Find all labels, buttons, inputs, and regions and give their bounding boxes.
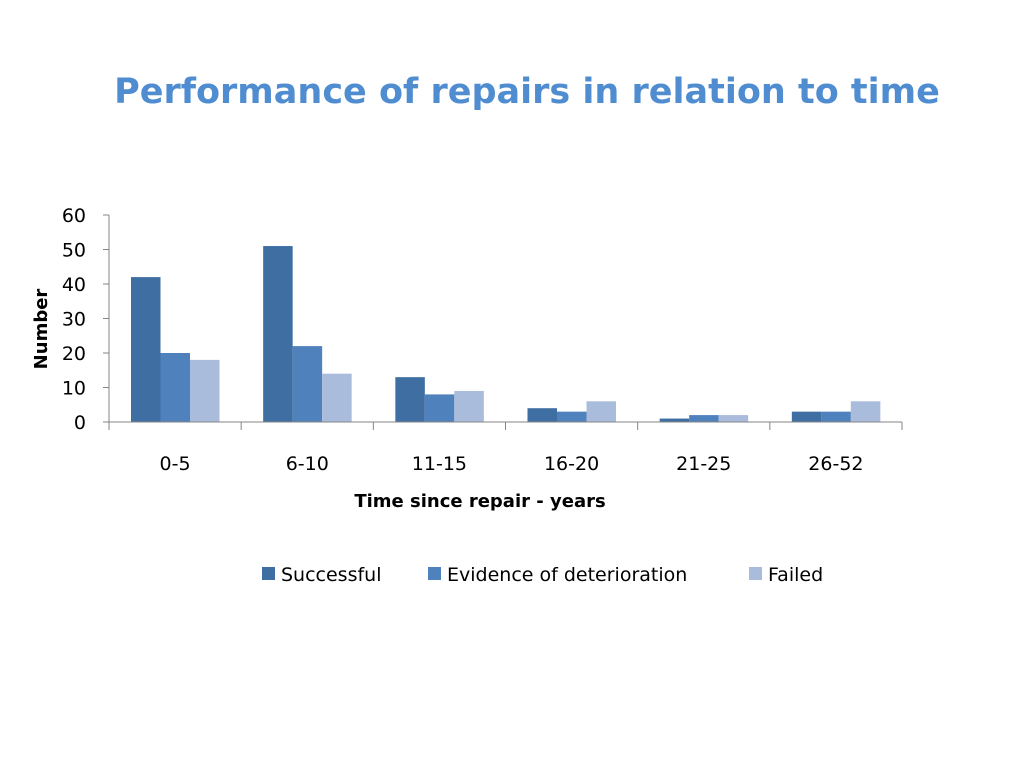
x-tick-label: 21-25 — [676, 453, 731, 475]
y-tick-label: 10 — [62, 378, 86, 400]
bar-failed-6-10 — [322, 373, 352, 422]
bar-failed-16-20 — [586, 401, 616, 422]
bar-successful-6-10 — [263, 246, 293, 422]
y-tick-label: 30 — [62, 309, 86, 331]
x-tick-label: 16-20 — [544, 453, 599, 475]
y-axis-ticks: 0 10 20 30 40 50 60 — [62, 205, 109, 434]
y-tick-label: 40 — [62, 274, 86, 296]
bar-evidence-of-deterioration-6-10 — [292, 346, 323, 422]
legend-swatch — [262, 567, 275, 580]
y-axis-title: Number — [31, 289, 52, 370]
x-tick-label: 6-10 — [286, 453, 329, 475]
bar-failed-0-5 — [190, 359, 220, 422]
x-tick-label: 26-52 — [808, 453, 863, 475]
y-tick-label: 60 — [62, 205, 86, 227]
y-tick-label: 0 — [74, 412, 86, 434]
bar-successful-11-15 — [395, 377, 425, 422]
bar-successful-16-20 — [527, 408, 557, 422]
bar-successful-26-52 — [791, 411, 822, 422]
bar-failed-21-25 — [718, 415, 749, 422]
x-axis-ticks: 0-5 6-10 11-15 16-20 21-25 26-52 — [108, 422, 903, 475]
y-tick-label: 20 — [62, 343, 86, 365]
bar-series — [131, 246, 881, 422]
bar-successful-0-5 — [131, 277, 161, 422]
x-axis-title: Time since repair - years — [354, 491, 605, 512]
chart-axes — [108, 215, 902, 423]
legend-label: Evidence of deterioration — [447, 564, 687, 586]
x-tick-label: 11-15 — [412, 453, 467, 475]
legend-swatch — [428, 567, 441, 580]
bar-failed-26-52 — [850, 401, 881, 422]
bar-failed-11-15 — [454, 390, 484, 422]
bar-successful-21-25 — [659, 418, 690, 422]
x-tick-label: 0-5 — [160, 453, 191, 475]
legend-swatch — [749, 567, 762, 580]
bar-evidence-of-deterioration-16-20 — [557, 411, 587, 422]
bar-evidence-of-deterioration-21-25 — [689, 415, 719, 422]
bar-evidence-of-deterioration-0-5 — [160, 353, 190, 422]
legend-label: Failed — [768, 564, 823, 586]
y-tick-label: 50 — [62, 240, 86, 262]
chart-legend: Successful Evidence of deterioration Faile… — [262, 564, 823, 586]
slide-title: Performance of repairs in relation to ti… — [114, 72, 940, 112]
bar-evidence-of-deterioration-26-52 — [821, 411, 851, 422]
legend-label: Successful — [281, 564, 382, 586]
bar-evidence-of-deterioration-11-15 — [424, 394, 455, 422]
